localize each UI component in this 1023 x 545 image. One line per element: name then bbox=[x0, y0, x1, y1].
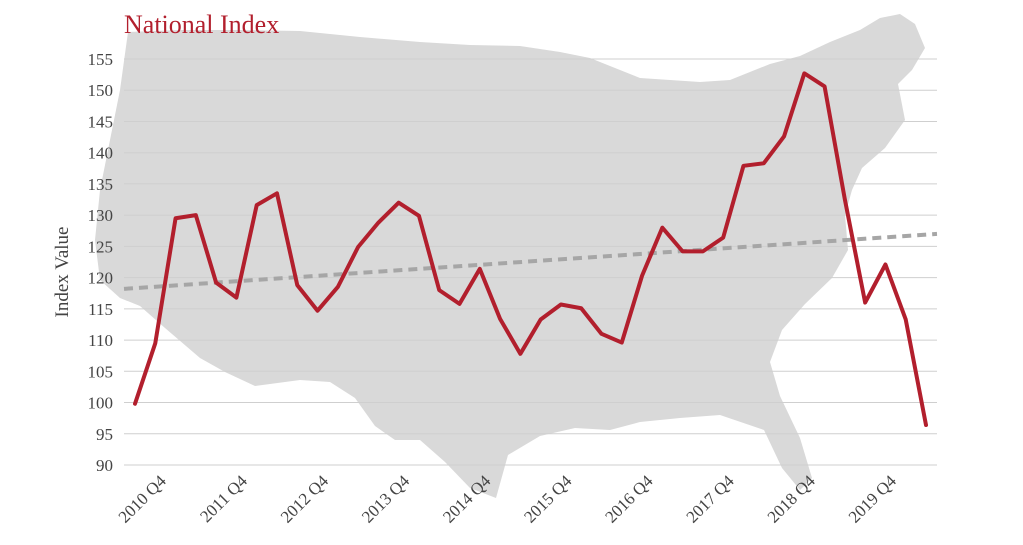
y-tick-label: 130 bbox=[88, 206, 114, 225]
x-tick-label: 2013 Q4 bbox=[358, 471, 414, 527]
series-line bbox=[133, 71, 928, 428]
x-tick-label: 2017 Q4 bbox=[683, 471, 739, 527]
data-point bbox=[863, 301, 867, 305]
data-point bbox=[437, 288, 441, 292]
y-tick-label: 100 bbox=[88, 394, 114, 413]
data-point bbox=[478, 267, 482, 271]
data-point bbox=[194, 213, 198, 217]
y-tick-label: 140 bbox=[88, 144, 114, 163]
data-point bbox=[802, 71, 806, 75]
x-tick-label: 2015 Q4 bbox=[520, 471, 576, 527]
data-point bbox=[255, 203, 259, 207]
data-point bbox=[660, 226, 664, 230]
data-point bbox=[295, 283, 299, 287]
data-point bbox=[397, 201, 401, 205]
data-point bbox=[174, 216, 178, 220]
y-tick-label: 90 bbox=[96, 456, 113, 475]
x-tick-label: 2016 Q4 bbox=[601, 471, 657, 527]
data-point bbox=[458, 302, 462, 306]
data-point bbox=[539, 317, 543, 321]
y-tick-label: 110 bbox=[88, 331, 113, 350]
data-point bbox=[843, 198, 847, 202]
y-tick-label: 135 bbox=[88, 175, 114, 194]
y-tick-label: 150 bbox=[88, 81, 114, 100]
data-point bbox=[356, 245, 360, 249]
x-tick-label: 2011 Q4 bbox=[196, 471, 251, 526]
x-tick-label: 2012 Q4 bbox=[277, 471, 333, 527]
data-point bbox=[599, 332, 603, 336]
data-point bbox=[417, 214, 421, 218]
us-map-icon bbox=[95, 14, 925, 498]
data-point bbox=[559, 302, 563, 306]
data-point bbox=[620, 341, 624, 345]
data-point bbox=[336, 285, 340, 289]
data-point bbox=[498, 317, 502, 321]
trendline bbox=[123, 231, 938, 291]
x-tick-label: 2010 Q4 bbox=[115, 471, 171, 527]
data-point bbox=[579, 306, 583, 310]
y-tick-label: 145 bbox=[88, 112, 114, 131]
data-point bbox=[681, 249, 685, 253]
y-tick-label: 155 bbox=[88, 50, 114, 69]
data-point bbox=[741, 164, 745, 168]
data-point bbox=[721, 236, 725, 240]
data-point bbox=[316, 309, 320, 313]
data-point bbox=[904, 317, 908, 321]
data-point bbox=[518, 352, 522, 356]
data-point bbox=[376, 221, 380, 225]
data-point bbox=[133, 402, 137, 406]
y-tick-label: 120 bbox=[88, 269, 114, 288]
data-point bbox=[883, 262, 887, 266]
y-tick-label: 115 bbox=[88, 300, 113, 319]
data-point bbox=[214, 281, 218, 285]
x-tick-label: 2019 Q4 bbox=[845, 471, 901, 527]
data-point bbox=[640, 274, 644, 278]
y-axis-label: Index Value bbox=[52, 227, 73, 318]
data-point bbox=[782, 134, 786, 138]
data-point bbox=[153, 341, 157, 345]
chart-title: National Index bbox=[124, 10, 279, 39]
data-point bbox=[275, 191, 279, 195]
data-point bbox=[762, 161, 766, 165]
data-point bbox=[701, 249, 705, 253]
data-point bbox=[823, 84, 827, 88]
y-tick-label: 95 bbox=[96, 425, 113, 444]
data-point bbox=[234, 296, 238, 300]
data-point bbox=[924, 423, 928, 427]
y-tick-label: 125 bbox=[88, 237, 114, 256]
y-tick-label: 105 bbox=[88, 362, 114, 381]
